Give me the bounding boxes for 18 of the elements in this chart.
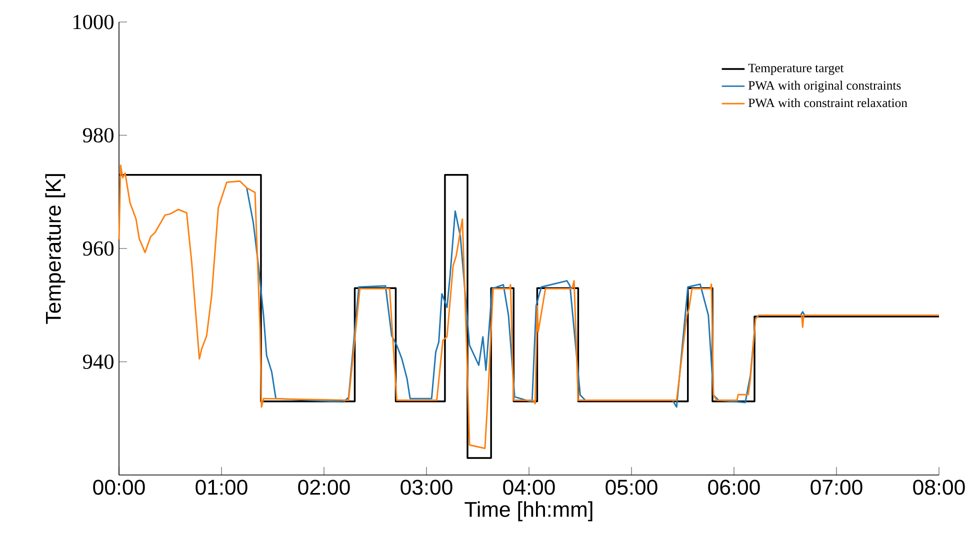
x-axis-title: Time [hh:mm] (464, 501, 592, 522)
y-axis-title: Temperature [K] (45, 174, 66, 324)
x-tick-label: 08:00 (913, 480, 965, 495)
legend-label: PWA with constraint relaxation (748, 98, 908, 108)
x-tick-label: 07:00 (810, 480, 862, 495)
legend-label: Temperature target (748, 64, 844, 75)
x-tick-label: 03:00 (400, 480, 452, 495)
y-tick-label: 980 (82, 128, 114, 142)
x-tick-label: 04:00 (503, 480, 555, 495)
y-tick-label: 1000 (74, 14, 114, 30)
x-tick-label: 02:00 (298, 480, 350, 495)
x-tick-label: 01:00 (196, 480, 248, 495)
x-tick-label: 06:00 (708, 480, 760, 495)
legend-label: PWA with original constraints (748, 80, 901, 92)
y-tick-label: 940 (82, 354, 114, 369)
x-tick-label: 05:00 (606, 480, 658, 495)
y-tick-label: 960 (82, 241, 114, 256)
x-tick-label: 00:00 (93, 480, 145, 495)
